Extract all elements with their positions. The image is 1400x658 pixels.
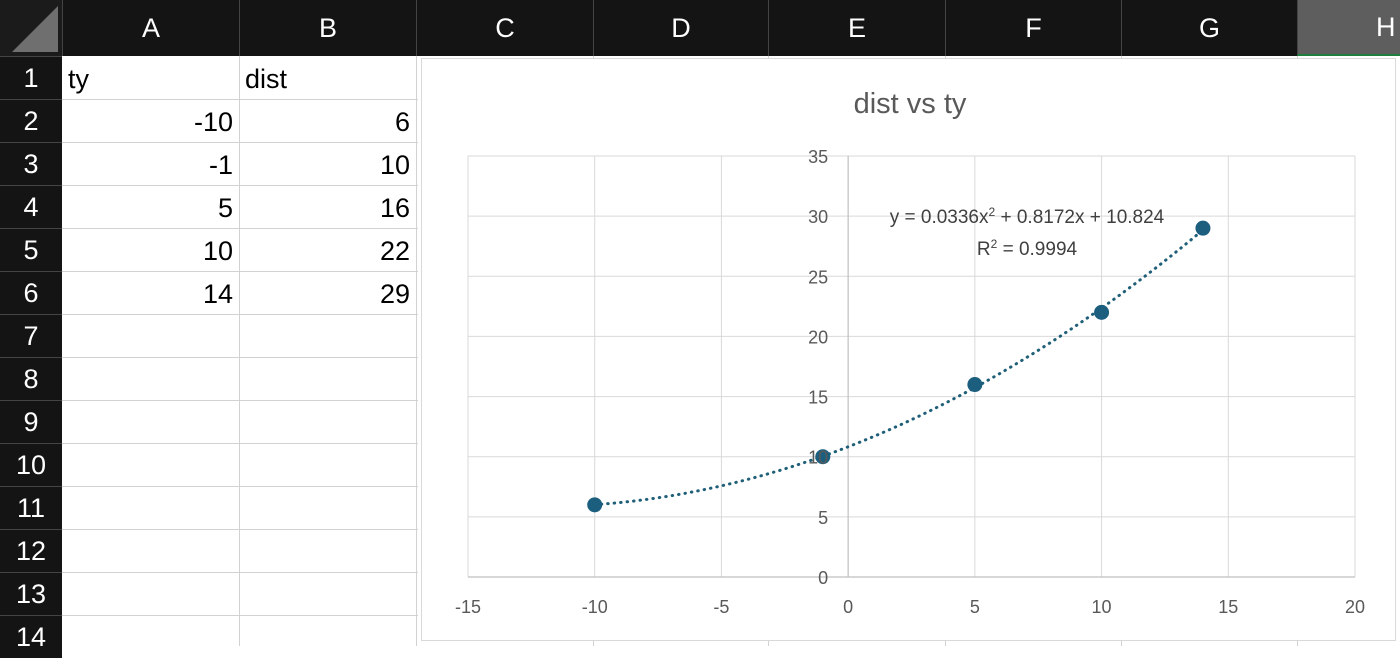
- cell-a5[interactable]: 10: [202, 236, 233, 266]
- grid-line: [62, 228, 418, 229]
- select-all-triangle-icon: [12, 6, 58, 52]
- grid-line: [62, 357, 418, 358]
- x-tick-label: 20: [1345, 597, 1365, 617]
- select-all-corner[interactable]: [0, 0, 62, 56]
- r2-prefix: R: [977, 239, 991, 260]
- row-header-6[interactable]: 6: [0, 271, 62, 314]
- row-header-5[interactable]: 5: [0, 228, 62, 271]
- y-tick-label: 5: [818, 508, 828, 528]
- cell-b4[interactable]: 16: [379, 193, 410, 223]
- x-tick-label: -15: [455, 597, 481, 617]
- cell-b6[interactable]: 29: [379, 279, 410, 309]
- row-header-8[interactable]: 8: [0, 357, 62, 400]
- grid-line: [62, 529, 418, 530]
- x-tick-label: 15: [1218, 597, 1238, 617]
- column-header-h[interactable]: H: [1297, 0, 1400, 56]
- grid-line: [416, 56, 417, 646]
- y-tick-label: 35: [808, 147, 828, 167]
- trendline: [593, 228, 1205, 507]
- column-header-a[interactable]: A: [62, 0, 239, 56]
- grid-line: [62, 142, 418, 143]
- row-header-12[interactable]: 12: [0, 529, 62, 572]
- data-point: [815, 449, 831, 465]
- chart-points: [587, 220, 1211, 513]
- row-header-14[interactable]: 14: [0, 615, 62, 658]
- grid-line: [62, 486, 418, 487]
- grid-line: [62, 572, 418, 573]
- grid-line: [62, 314, 418, 315]
- data-point: [587, 497, 603, 513]
- grid-line: [62, 99, 418, 100]
- row-header-11[interactable]: 11: [0, 486, 62, 529]
- grid-line: [62, 271, 418, 272]
- x-tick-label: -5: [713, 597, 729, 617]
- data-point: [1094, 304, 1110, 320]
- chart-gridlines: [467, 155, 1356, 577]
- cell-a6[interactable]: 14: [202, 279, 233, 309]
- x-tick-label: 10: [1092, 597, 1112, 617]
- cell-a1[interactable]: ty: [68, 64, 90, 94]
- y-tick-label: 15: [808, 388, 828, 408]
- chart-trendline-group: [593, 228, 1205, 507]
- cell-b2[interactable]: 6: [394, 107, 410, 137]
- row-header-13[interactable]: 13: [0, 572, 62, 615]
- grid-line: [62, 443, 418, 444]
- y-tick-label: 10: [808, 448, 828, 468]
- y-tick-label: 30: [808, 207, 828, 227]
- cell-a3[interactable]: -1: [208, 150, 233, 180]
- r2-superscript: 2: [991, 237, 998, 251]
- column-header-f[interactable]: F: [945, 0, 1121, 56]
- equation-superscript: 2: [989, 205, 996, 219]
- x-tick-label: -10: [582, 597, 608, 617]
- row-header-7[interactable]: 7: [0, 314, 62, 357]
- row-header-2[interactable]: 2: [0, 99, 62, 142]
- trendline-equation[interactable]: y = 0.0336x2 + 0.8172x + 10.824: [890, 205, 1165, 228]
- chart-plot: dist vs ty -15 -10 -5 0 5 10 15 20 0 5 10 15 20 25 30 3…: [455, 88, 1365, 617]
- cell-b3[interactable]: 10: [379, 150, 410, 180]
- column-header-e[interactable]: E: [768, 0, 945, 56]
- grid-line: [62, 185, 418, 186]
- x-tick-label: 5: [970, 597, 980, 617]
- row-header-9[interactable]: 9: [0, 400, 62, 443]
- trendline-r-squared[interactable]: R2 = 0.9994: [977, 237, 1078, 260]
- cell-a2[interactable]: -10: [193, 107, 233, 137]
- scatter-chart[interactable]: dist vs ty -15 -10 -5 0 5 10 15 20 0 5 10 15 20 25 30 3…: [421, 58, 1396, 641]
- row-header-1[interactable]: 1: [0, 56, 62, 99]
- y-tick-label: 20: [808, 327, 828, 347]
- row-header-10[interactable]: 10: [0, 443, 62, 486]
- grid-line: [239, 56, 240, 646]
- chart-tick-labels: -15 -10 -5 0 5 10 15 20 0 5 10 15 20 25 30 35: [455, 147, 1365, 617]
- grid-line: [62, 400, 418, 401]
- data-point: [1195, 220, 1211, 236]
- row-header-3[interactable]: 3: [0, 142, 62, 185]
- y-tick-label: 25: [808, 267, 828, 287]
- column-header-g[interactable]: G: [1121, 0, 1297, 56]
- cell-a4[interactable]: 5: [217, 193, 233, 223]
- cell-b5[interactable]: 22: [379, 236, 410, 266]
- column-header-d[interactable]: D: [593, 0, 768, 56]
- y-tick-label: 0: [818, 568, 828, 588]
- column-header-b[interactable]: B: [239, 0, 416, 56]
- cell-b1[interactable]: dist: [245, 64, 288, 94]
- grid-line: [62, 615, 418, 616]
- data-point: [967, 377, 983, 393]
- chart-title[interactable]: dist vs ty: [854, 88, 967, 120]
- equation-prefix: y = 0.0336x: [890, 207, 989, 228]
- r2-suffix: = 0.9994: [997, 239, 1077, 260]
- chart-axes: [468, 156, 1355, 578]
- row-header-4[interactable]: 4: [0, 185, 62, 228]
- equation-suffix: + 0.8172x + 10.824: [995, 207, 1164, 228]
- x-tick-label: 0: [843, 597, 853, 617]
- column-header-c[interactable]: C: [416, 0, 593, 56]
